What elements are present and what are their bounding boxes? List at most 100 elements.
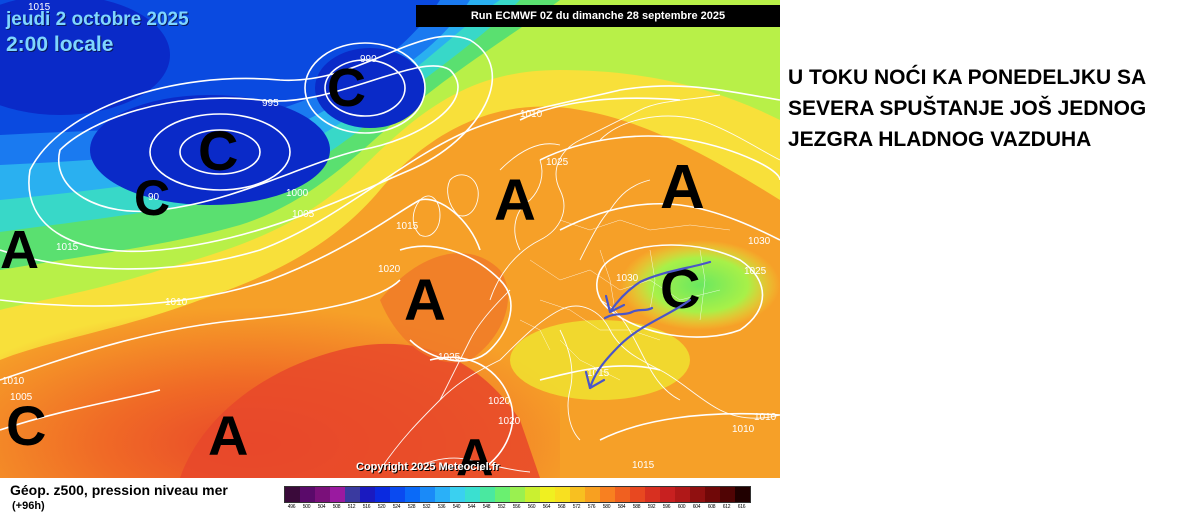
isobar-label: 1010 — [520, 109, 543, 120]
color-scale-ticks: 496 500 504 508 512 516 520 524 528 532 536 540 544 5… — [284, 504, 749, 510]
color-scale-tick: 512 — [347, 504, 356, 510]
color-scale-swatch — [570, 487, 585, 502]
color-scale-swatch — [690, 487, 705, 502]
color-scale-swatch — [480, 487, 495, 502]
color-scale-swatch — [450, 487, 465, 502]
color-scale-swatch — [675, 487, 690, 502]
color-scale-swatch — [720, 487, 735, 502]
isobar-label: 90 — [148, 192, 160, 203]
low-pressure-center: C — [6, 394, 46, 457]
color-scale-tick: 516 — [362, 504, 371, 510]
isobar-label: 995 — [262, 98, 279, 109]
high-pressure-center: A — [494, 168, 536, 233]
map-canvas: 1015 990 995 1010 1000 1005 1015 1025 1015 1030 10… — [0, 0, 780, 478]
isobar-label: 1025 — [546, 157, 569, 168]
arrow-south-cold — [588, 298, 692, 390]
color-scale-swatch — [300, 487, 315, 502]
low-core-2 — [315, 48, 425, 128]
color-scale-tick: 508 — [332, 504, 341, 510]
isobar-label: 1020 — [378, 264, 401, 275]
color-scale-swatch — [420, 487, 435, 502]
color-scale-tick: 548 — [482, 504, 491, 510]
color-scale-tick: 500 — [302, 504, 311, 510]
color-scale-tick: 556 — [512, 504, 521, 510]
borders — [519, 219, 731, 381]
color-scale-tick: 576 — [587, 504, 596, 510]
color-scale-swatch — [585, 487, 600, 502]
high-pressure-center: A — [404, 268, 446, 333]
arrow-north-cold-head — [604, 294, 626, 314]
forecast-time: 2:00 locale — [6, 33, 114, 56]
color-scale-swatch — [330, 487, 345, 502]
color-scale-swatch — [345, 487, 360, 502]
color-scale-swatch — [405, 487, 420, 502]
arrow-squiggle — [603, 306, 654, 320]
color-scale-swatch — [615, 487, 630, 502]
high-pressure-center: A — [208, 404, 248, 467]
arrow-south-cold-head — [584, 370, 606, 390]
isobar-label: 1015 — [587, 368, 610, 379]
isobar-labels: 1015 990 995 1010 1000 1005 1015 1025 1015 1030 10… — [2, 2, 777, 471]
copyright-label: Copyright 2025 Meteociel.fr — [356, 461, 500, 473]
color-scale-swatch — [645, 487, 660, 502]
isobar-label: 1010 — [165, 297, 188, 308]
weather-map: 1015 990 995 1010 1000 1005 1015 1025 1015 1030 10… — [0, 0, 780, 478]
color-scale-tick: 524 — [392, 504, 401, 510]
color-scale-swatch — [705, 487, 720, 502]
low-pressure-center: C — [327, 58, 366, 118]
model-run-label: Run ECMWF 0Z du dimanche 28 septembre 20… — [416, 5, 780, 27]
isobar-label: 1015 — [56, 242, 79, 253]
forecast-date: jeudi 2 octobre 2025 — [6, 9, 189, 30]
color-scale-swatch — [360, 487, 375, 502]
isobar-label: 1010 — [2, 376, 25, 387]
color-scale-tick: 520 — [377, 504, 386, 510]
low-pressure-center: C — [134, 170, 170, 226]
color-scale-tick: 612 — [722, 504, 731, 510]
low-core-1 — [90, 95, 330, 205]
isobar-label: 1015 — [396, 221, 419, 232]
isobar-label: 1030 — [748, 236, 771, 247]
color-scale-tick: 580 — [602, 504, 611, 510]
low-pressure-center: C — [198, 119, 238, 182]
color-scale-swatch — [315, 487, 330, 502]
color-scale-swatch — [465, 487, 480, 502]
warm-core-iberia — [380, 253, 509, 363]
cold-core-east — [620, 240, 780, 330]
legend-title: Géop. z500, pression niveau mer — [10, 482, 228, 498]
color-scale-tick: 504 — [317, 504, 326, 510]
isobar-label: 1010 — [754, 412, 777, 423]
high-pressure-center: A — [660, 153, 705, 222]
isobar-label: 1025 — [744, 266, 767, 277]
isobar-label: 1015 — [632, 460, 655, 471]
isobar-label: 990 — [360, 54, 377, 65]
color-scale-swatch — [540, 487, 555, 502]
legend-bar: Géop. z500, pression niveau mer (+96h) 4… — [0, 478, 780, 520]
color-scale-swatch — [600, 487, 615, 502]
isobar-label: 1010 — [732, 424, 755, 435]
isobar-label: 1020 — [488, 396, 511, 407]
color-scale-tick: 600 — [677, 504, 686, 510]
color-scale-tick: 528 — [407, 504, 416, 510]
isobar-label: 1000 — [286, 188, 309, 199]
color-scale-tick: 604 — [692, 504, 701, 510]
isobar-label: 1025 — [438, 352, 461, 363]
color-scale-swatch — [555, 487, 570, 502]
color-scale-swatch — [375, 487, 390, 502]
color-scale-swatch — [630, 487, 645, 502]
color-scale-swatch — [285, 487, 300, 502]
low-core-3 — [0, 0, 170, 115]
color-scale-swatch — [495, 487, 510, 502]
legend-subtitle: (+96h) — [12, 500, 45, 512]
color-scale-swatch — [735, 487, 750, 502]
color-scale-tick: 544 — [467, 504, 476, 510]
color-scale-tick: 540 — [452, 504, 461, 510]
hot-core — [180, 343, 540, 478]
color-scale-tick: 536 — [437, 504, 446, 510]
isobar-label: 1020 — [498, 416, 521, 427]
arrow-north-cold — [608, 260, 712, 314]
annotation-line: U TOKU NOĆI KA PONEDELJKU SA — [788, 66, 1147, 89]
isobar-label: 1005 — [10, 392, 33, 403]
high-pressure-center: A — [456, 429, 494, 478]
color-scale-swatch — [525, 487, 540, 502]
